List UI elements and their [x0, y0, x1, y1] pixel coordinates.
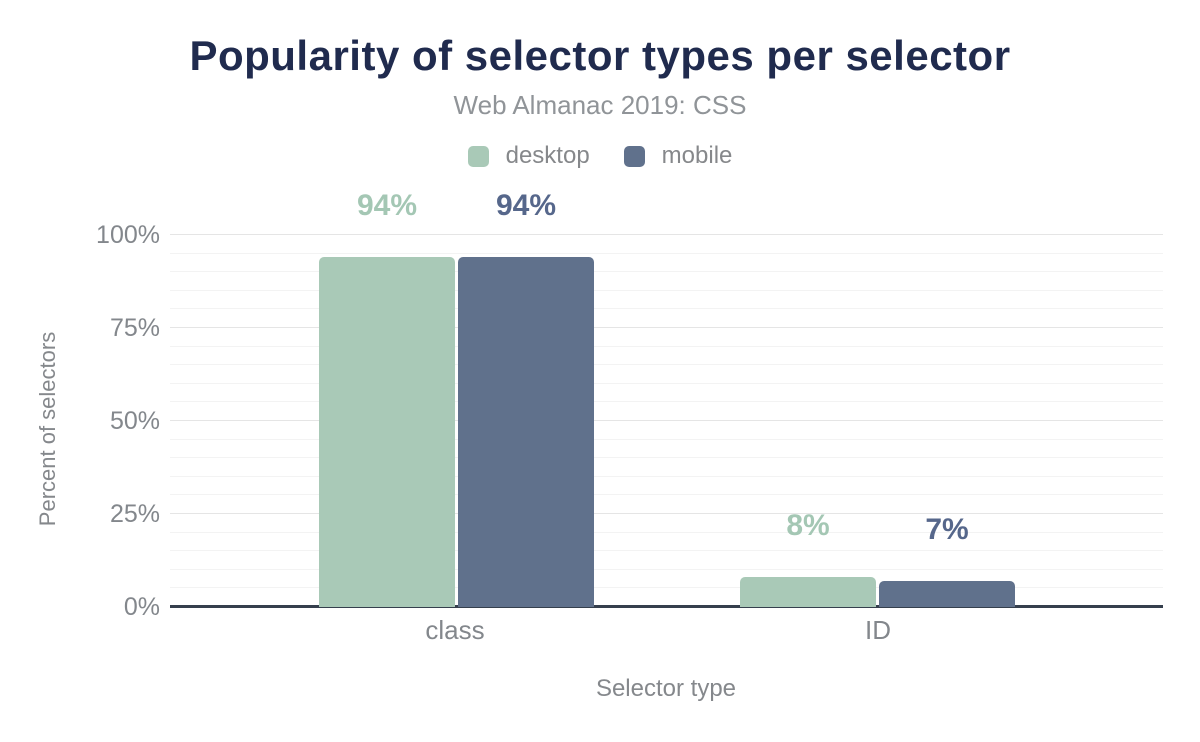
gridline-minor: [170, 308, 1163, 310]
chart-subtitle: Web Almanac 2019: CSS: [453, 90, 747, 120]
plot-area: 94% 94% 8% 7%: [170, 191, 1163, 608]
y-axis-tick-labels: 0% 25% 50% 75% 100%: [0, 0, 160, 742]
y-tick-label: 0%: [123, 593, 160, 621]
legend-swatch-mobile: [623, 145, 645, 167]
x-axis-line: [170, 605, 1163, 608]
gridline-minor: [170, 382, 1163, 384]
bar-desktop-class[interactable]: [319, 257, 455, 607]
legend-item-mobile[interactable]: mobile: [623, 142, 733, 170]
legend-label: desktop: [505, 142, 590, 169]
gridline-minor: [170, 568, 1163, 570]
gridline-minor: [170, 457, 1163, 459]
gridline-major: [170, 420, 1163, 421]
chart-title: Popularity of selector types per selecto…: [189, 32, 1011, 79]
bar-mobile-class[interactable]: [458, 257, 594, 607]
x-tick-label: class: [425, 615, 485, 645]
gridline-minor: [170, 271, 1163, 273]
gridline-minor: [170, 550, 1163, 552]
y-tick-label: 25%: [109, 500, 160, 528]
y-tick-label: 50%: [109, 407, 160, 435]
gridline-major: [170, 327, 1163, 328]
gridline-major: [170, 234, 1163, 235]
x-axis-title: Selector type: [595, 675, 737, 702]
bar-value-label: 94%: [495, 189, 557, 223]
gridline-minor: [170, 438, 1163, 440]
bar-mobile-ID[interactable]: [879, 580, 1015, 607]
y-tick-label: 75%: [109, 314, 160, 342]
gridline-minor: [170, 494, 1163, 496]
bar-value-label: 94%: [356, 189, 418, 223]
gridline-minor: [170, 531, 1163, 533]
gridline-minor: [170, 289, 1163, 291]
legend-label: mobile: [661, 142, 733, 169]
gridline-minor: [170, 364, 1163, 366]
gridline-minor: [170, 345, 1163, 347]
gridline-major: [170, 513, 1163, 514]
x-tick-label: ID: [865, 615, 891, 645]
bar-value-label: 7%: [925, 512, 969, 546]
gridline-minor: [170, 587, 1163, 589]
legend: desktop mobile: [0, 142, 1200, 170]
y-tick-label: 100%: [96, 221, 160, 249]
gridline-minor: [170, 252, 1163, 254]
legend-swatch-desktop: [467, 145, 489, 167]
bar-desktop-ID[interactable]: [740, 577, 876, 607]
bar-value-label: 8%: [786, 509, 830, 543]
gridline-minor: [170, 475, 1163, 477]
gridline-minor: [170, 401, 1163, 403]
legend-item-desktop[interactable]: desktop: [467, 142, 590, 170]
